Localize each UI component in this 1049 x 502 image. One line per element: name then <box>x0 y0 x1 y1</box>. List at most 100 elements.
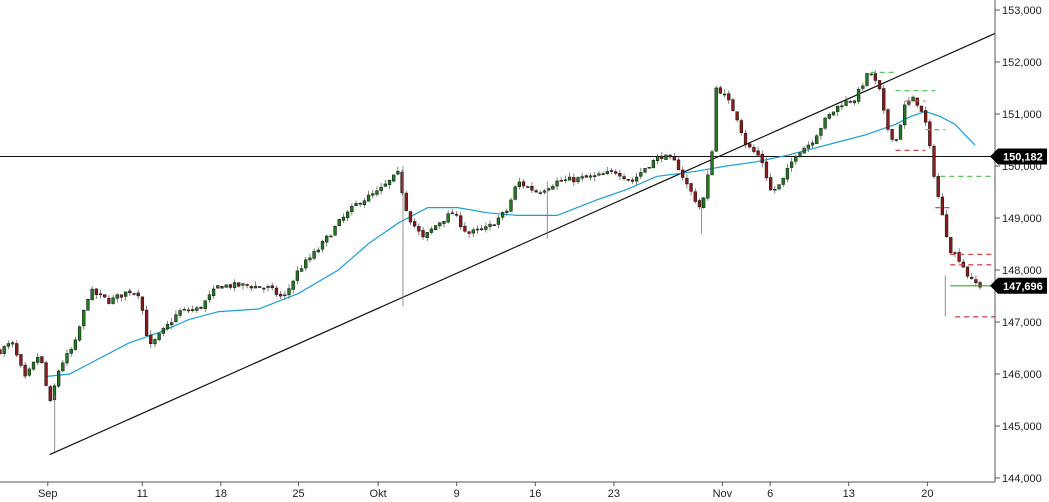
candle-body <box>191 309 195 311</box>
candle-body <box>739 120 743 133</box>
trendline <box>49 32 996 456</box>
candle-body <box>500 212 505 218</box>
candle-body <box>23 364 27 377</box>
y-tick-label: 144,000 <box>1002 473 1042 485</box>
candle-body <box>392 174 396 182</box>
candle-body <box>232 282 237 288</box>
candle-body <box>601 173 605 175</box>
candle-body <box>831 111 836 116</box>
candle-body <box>752 147 756 152</box>
candle-body <box>597 173 601 176</box>
candle-body <box>387 179 392 185</box>
candle-body <box>660 155 664 159</box>
x-tick-label: Okt <box>370 488 387 500</box>
x-tick-label: 18 <box>215 488 227 500</box>
candle-body <box>463 225 467 232</box>
candle-body <box>856 89 861 102</box>
candle-body <box>567 176 572 181</box>
x-tick-label: 6 <box>767 488 773 500</box>
candle-body <box>207 294 212 301</box>
x-tick-label: Sep <box>38 488 58 500</box>
candle-body <box>270 285 274 289</box>
candle-body <box>588 175 593 178</box>
candle-body <box>454 214 459 216</box>
candle-body <box>974 279 978 284</box>
candle-body <box>940 196 945 216</box>
candle-body <box>894 139 898 141</box>
candle-body <box>630 179 635 182</box>
candle-body <box>241 283 245 286</box>
candle-body <box>316 249 320 253</box>
candle-body <box>618 173 622 177</box>
y-tick-label: 148,000 <box>1002 265 1042 277</box>
candle-body <box>496 217 501 225</box>
candle-body <box>82 309 86 327</box>
candle-body <box>685 177 689 185</box>
candle-body <box>593 175 597 177</box>
candle-body <box>580 176 584 179</box>
candle-body <box>65 353 69 364</box>
candle-body <box>697 200 702 208</box>
candle-body <box>73 339 78 350</box>
candle-body <box>877 80 882 90</box>
candle-body <box>291 280 295 290</box>
candle-body <box>366 194 371 202</box>
candle-body <box>634 176 639 182</box>
candle-body <box>433 225 438 231</box>
candle-body <box>442 220 446 224</box>
candle-body <box>358 202 362 205</box>
candle-body <box>756 150 760 156</box>
candle-body <box>731 99 735 112</box>
candle-body <box>622 176 626 180</box>
candle-body <box>551 185 555 190</box>
candle-body <box>258 286 262 288</box>
candle-body <box>509 199 513 212</box>
candle-body <box>647 166 651 169</box>
candle-body <box>15 343 19 356</box>
candle-body <box>965 266 970 277</box>
candle-body <box>949 237 953 254</box>
candle-body <box>718 87 723 94</box>
candle-body <box>572 177 576 183</box>
candle-body <box>0 349 2 354</box>
candle-body <box>668 154 672 158</box>
candle-body <box>262 287 266 290</box>
candle-body <box>911 96 915 102</box>
candle-body <box>672 156 676 161</box>
candle-body <box>446 213 450 223</box>
candle-body <box>304 259 308 269</box>
candle-body <box>953 252 957 254</box>
candle-body <box>475 228 480 231</box>
candle-body <box>970 276 974 279</box>
candle-body <box>681 169 685 178</box>
trendline-layer <box>49 32 996 456</box>
candle-body <box>936 176 940 197</box>
candle-body <box>459 215 463 228</box>
candle-body <box>614 171 618 174</box>
candle-body <box>840 105 844 108</box>
candle-body <box>710 151 714 176</box>
candle-body <box>873 73 878 81</box>
candle-body <box>785 168 790 180</box>
candle-body <box>626 178 630 181</box>
candle-body <box>547 188 551 191</box>
candle-body <box>421 230 425 238</box>
candle-body <box>274 287 279 295</box>
candle-body <box>61 362 65 372</box>
candle-body <box>56 370 61 387</box>
candle-body <box>325 235 329 243</box>
x-tick-label: 13 <box>843 488 855 500</box>
candle-body <box>505 210 509 213</box>
y-tick-label: 151,000 <box>1002 109 1042 121</box>
x-tick-label: 23 <box>608 488 620 500</box>
candle-body <box>320 241 325 250</box>
candle-body <box>743 132 748 145</box>
candle-body <box>438 222 442 227</box>
candle-body <box>119 294 124 298</box>
candle-body <box>517 181 522 187</box>
candle-body <box>6 343 11 347</box>
candle-body <box>140 296 145 311</box>
candle-body <box>898 124 903 140</box>
candle-body <box>94 288 98 295</box>
candle-body <box>781 177 785 185</box>
